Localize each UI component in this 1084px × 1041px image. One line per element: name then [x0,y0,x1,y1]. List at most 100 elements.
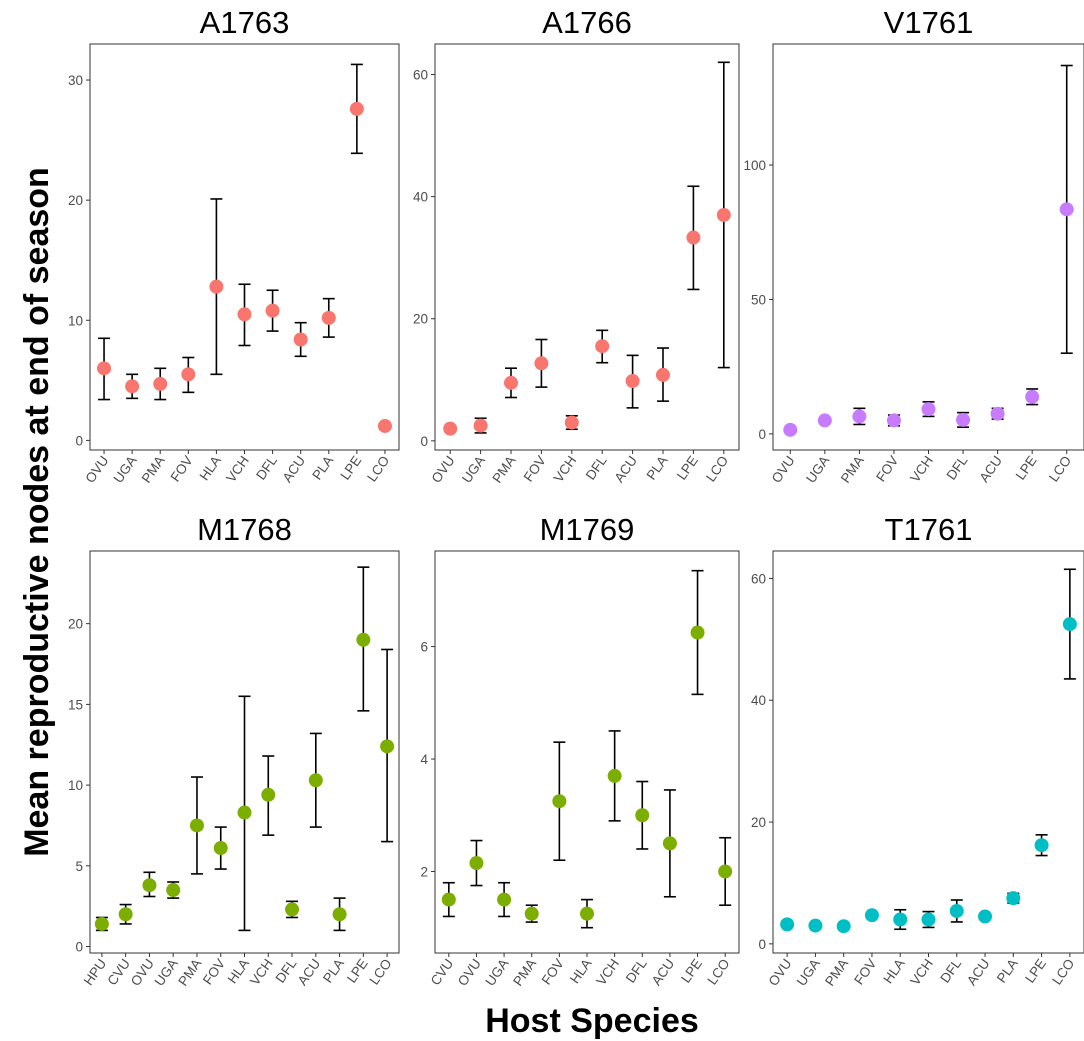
y-tick-label: 2 [420,864,428,879]
y-tick-label: 10 [68,778,83,793]
x-tick-label: HLA [225,956,252,986]
x-tick-label: PMA [822,956,851,989]
data-point [118,907,133,922]
data-point [607,768,622,783]
x-tick-label: PLA [644,453,671,483]
x-tick-label: DFL [583,453,610,483]
x-tick-label: ACU [279,453,308,485]
data-point [1059,202,1074,217]
x-tick-label: LCO [1046,453,1074,484]
x-tick-label: VCH [247,956,276,988]
data-point [864,908,879,923]
x-tick-label: UGA [794,956,823,989]
y-tick-label: 20 [751,815,766,830]
panel-border [772,550,1084,954]
x-tick-label: VCH [907,956,936,988]
x-tick-label: PLA [309,453,336,483]
data-point [97,361,112,376]
x-tick-label: VCH [593,956,622,988]
x-tick-label: LPE [344,956,371,986]
data-point [308,773,323,788]
panel-a1766: A1766 0 20 40 60 OVU UGA PMA FOV VCH DFL ACU PLA LPE L… [413,5,740,486]
x-tick-label: UGA [482,956,511,989]
x-axis-title: Host Species [485,1002,699,1040]
data-point [265,303,280,318]
y-tick-label: 60 [413,68,428,83]
x-tick-label: VCH [223,453,252,485]
data-point [213,841,228,856]
data-point [817,413,832,428]
data-point [237,805,252,820]
x-tick-label: LCO [366,956,394,987]
data-point [504,375,518,390]
x-tick-label: DFL [937,956,964,986]
y-tick-label: 15 [68,697,83,712]
y-tick-label: 20 [68,617,83,632]
x-tick-label: LPE [678,956,705,986]
data-point [293,332,308,347]
x-tick-label: FOV [168,453,196,484]
data-point [166,883,181,898]
data-point [181,367,196,382]
data-point [690,625,705,640]
panel-title: A1766 [542,5,632,40]
x-tick-label: PMA [139,453,168,486]
y-tick-label: 20 [413,312,428,327]
data-point [125,379,140,394]
data-point [852,409,867,424]
data-point [662,836,677,851]
x-tick-label: FOV [851,956,879,987]
data-point [349,101,364,116]
x-tick-label: FOV [521,453,549,484]
data-point [656,367,670,382]
x-tick-label: UGA [459,453,488,486]
x-tick-label: PMA [175,956,204,989]
y-tick-label: 0 [75,433,83,448]
x-tick-label: CVU [428,956,457,988]
panel-title: A1763 [200,5,290,40]
data-point [321,310,336,325]
x-tick-label: DFL [623,956,650,986]
data-point [625,374,640,389]
data-point [686,230,701,245]
x-tick-label: HLA [567,956,594,986]
x-tick-label: UGA [111,453,140,486]
y-tick-label: 5 [75,859,83,874]
data-point [473,418,488,433]
panel-title: V1761 [884,5,974,40]
x-tick-label: LPE [1013,453,1040,483]
data-point [893,912,908,927]
data-point [836,919,851,934]
data-point [580,906,594,921]
y-tick-label: 100 [743,158,766,173]
x-tick-label: FOV [873,453,901,484]
x-tick-label: FOV [539,956,567,987]
data-point [595,339,610,354]
x-tick-label: DFL [944,453,971,483]
data-point [1034,838,1049,853]
y-tick-label: 0 [758,427,766,442]
data-point [441,892,456,907]
x-tick-label: OVU [455,956,484,989]
x-tick-label: LCO [703,453,731,484]
data-point [209,279,224,294]
data-point [1062,617,1077,632]
x-tick-label: PLA [320,956,347,986]
y-tick-label: 30 [68,73,83,88]
data-point [780,917,795,932]
y-tick-label: 20 [68,193,83,208]
y-axis-title: Mean reproductive nodes at end of season [18,167,56,857]
y-tick-label: 60 [751,571,766,586]
x-tick-label: HLA [880,956,907,986]
data-point [921,402,936,417]
x-tick-label: OVU [766,956,795,989]
data-point [635,808,650,823]
x-tick-label: HPU [81,956,110,988]
data-point [949,903,964,918]
x-tick-label: OVU [128,956,157,989]
data-point [978,909,993,924]
data-point [261,787,276,802]
data-point [990,406,1005,421]
